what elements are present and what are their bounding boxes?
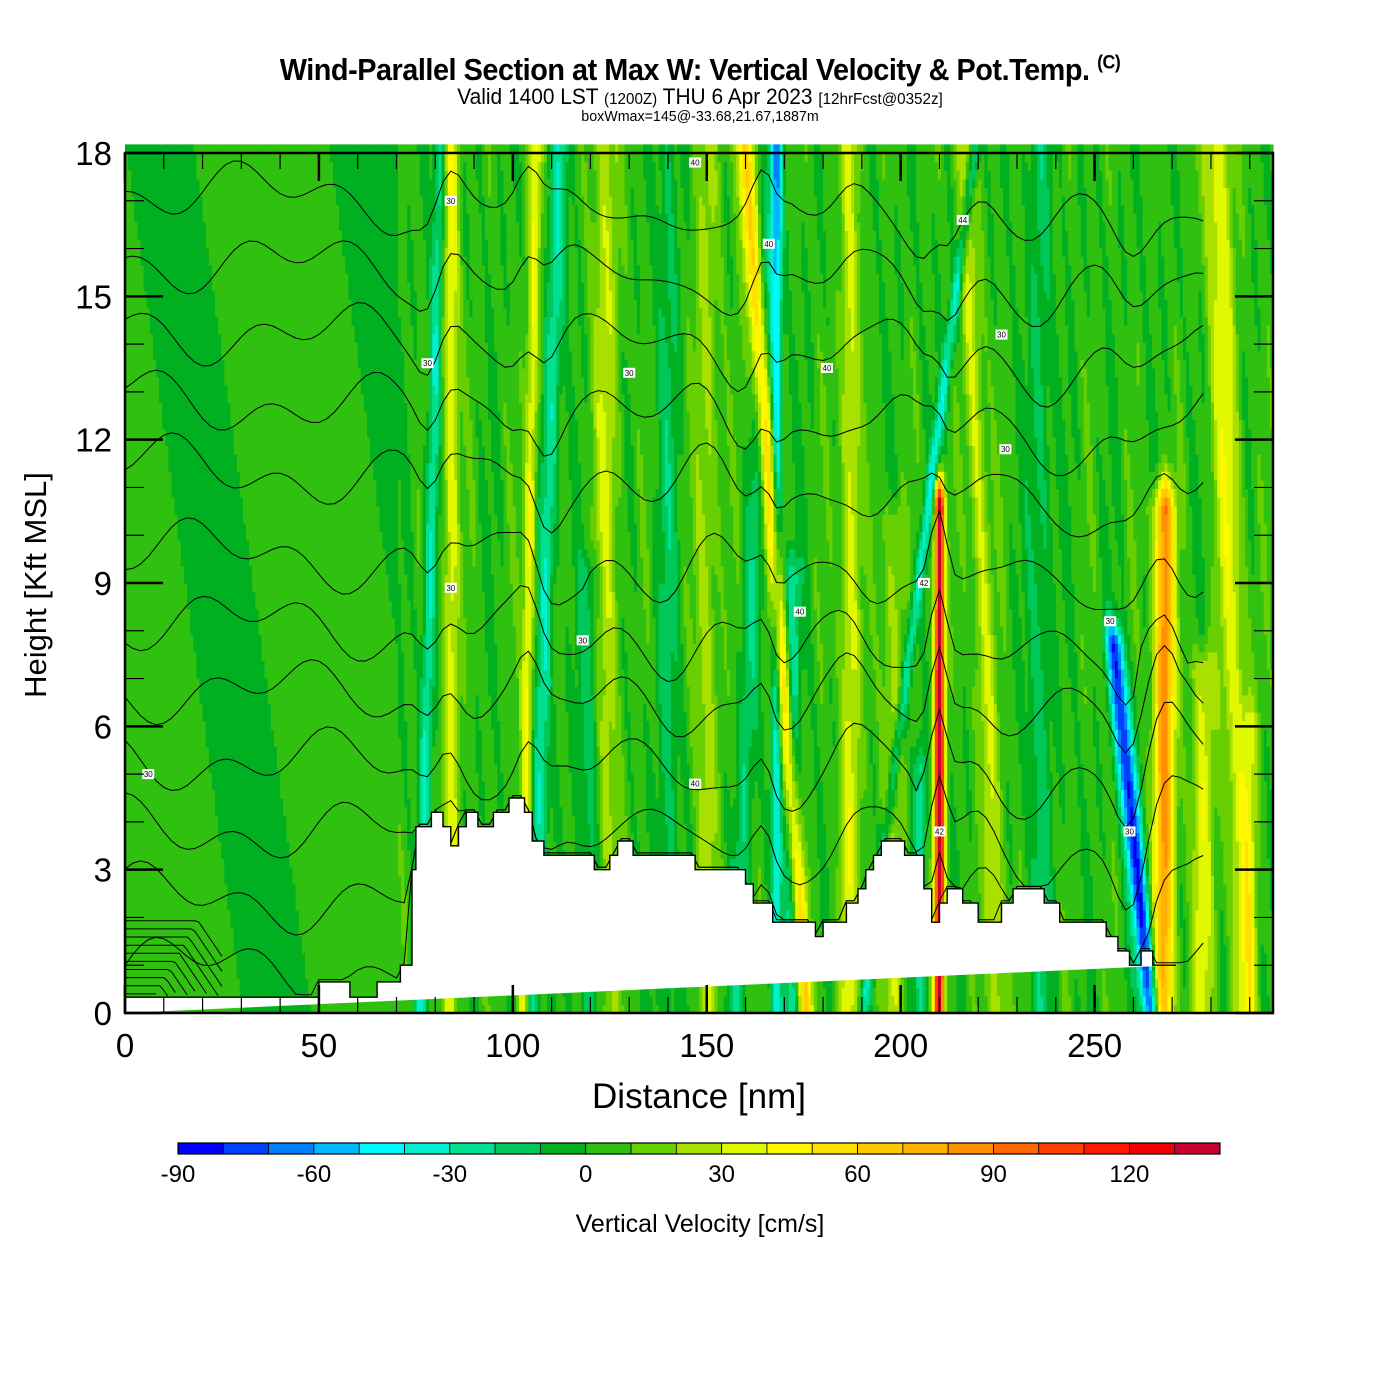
w-cell — [181, 918, 185, 927]
w-cell — [181, 248, 185, 257]
w-cell — [181, 480, 185, 489]
w-cell — [181, 583, 185, 592]
w-cell — [181, 170, 185, 179]
w-cell — [181, 789, 185, 798]
w-cell — [181, 850, 185, 859]
w-cell — [181, 557, 185, 566]
w-cell — [181, 454, 185, 463]
w-cell — [181, 910, 185, 919]
w-cell — [181, 927, 185, 936]
w-cell — [181, 652, 185, 661]
w-cell — [181, 626, 185, 635]
w-cell — [181, 824, 185, 833]
w-cell — [181, 729, 185, 738]
w-cell — [181, 540, 185, 549]
w-cell — [181, 153, 185, 162]
w-cell — [181, 600, 185, 609]
w-cell — [181, 660, 185, 669]
w-cell — [181, 643, 185, 652]
w-cell — [181, 325, 185, 334]
w-cell — [181, 686, 185, 695]
w-cell — [181, 815, 185, 824]
w-cell — [181, 592, 185, 601]
w-cell — [181, 746, 185, 755]
w-cell — [181, 411, 185, 420]
w-cell — [181, 678, 185, 687]
w-cell — [181, 162, 185, 171]
w-cell — [181, 368, 185, 377]
w-cell — [181, 858, 185, 867]
w-cell — [181, 772, 185, 781]
w-cell — [181, 316, 185, 325]
w-cell — [181, 230, 185, 239]
w-cell — [181, 377, 185, 386]
w-cell — [181, 712, 185, 721]
w-cell — [181, 394, 185, 403]
w-cell — [181, 402, 185, 411]
w-cell — [181, 635, 185, 644]
w-cell — [181, 574, 185, 583]
w-cell — [181, 721, 185, 730]
w-cell — [181, 299, 185, 308]
w-cell — [181, 549, 185, 558]
w-cell — [181, 875, 185, 884]
w-cell — [181, 497, 185, 506]
w-cell — [181, 961, 185, 970]
w-cell — [181, 463, 185, 472]
w-cell — [181, 488, 185, 497]
w-cell — [181, 213, 185, 222]
w-cell — [181, 523, 185, 532]
w-cell — [181, 832, 185, 841]
w-cell — [181, 617, 185, 626]
w-cell — [181, 265, 185, 274]
w-cell — [181, 308, 185, 317]
w-cell — [181, 359, 185, 368]
w-cell — [181, 901, 185, 910]
w-cell — [181, 196, 185, 205]
w-cell — [181, 222, 185, 231]
w-cell — [181, 420, 185, 429]
w-cell — [181, 256, 185, 265]
w-cell — [181, 282, 185, 291]
w-cell — [181, 179, 185, 188]
w-cell — [181, 669, 185, 678]
w-cell — [181, 471, 185, 480]
w-cell — [181, 531, 185, 540]
w-cell — [181, 273, 185, 282]
w-cell — [181, 755, 185, 764]
w-cell — [181, 566, 185, 575]
w-cell — [181, 884, 185, 893]
w-cell — [181, 867, 185, 876]
w-cell — [181, 764, 185, 773]
w-cell — [181, 187, 185, 196]
w-cell — [181, 239, 185, 248]
w-cell — [181, 506, 185, 515]
w-cell — [181, 334, 185, 343]
w-cell — [181, 445, 185, 454]
w-cell — [181, 807, 185, 816]
w-cell — [181, 351, 185, 360]
w-cell — [181, 798, 185, 807]
w-cell — [181, 695, 185, 704]
w-cell — [181, 738, 185, 747]
